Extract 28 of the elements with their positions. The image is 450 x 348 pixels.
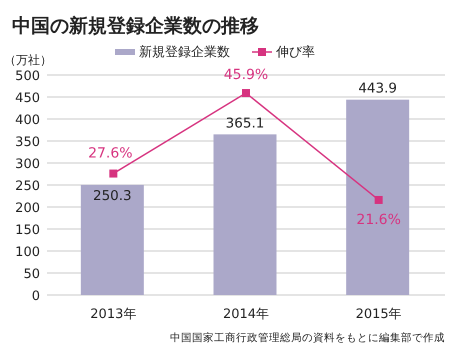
bar	[214, 134, 276, 295]
data-label: 250.3	[93, 188, 132, 204]
y-tick-label: 350	[15, 135, 40, 150]
data-label: 365.1	[226, 115, 264, 132]
y-tick-label: 250	[15, 179, 40, 194]
y-axis-title: （万社）	[4, 53, 52, 67]
y-tick-label: 0	[32, 289, 40, 304]
data-label: 27.6%	[88, 146, 133, 162]
bar	[80, 184, 144, 295]
y-tick-label: 500	[15, 69, 40, 84]
x-tick-label: 2015年	[356, 307, 402, 322]
y-tick-label: 300	[15, 157, 40, 172]
y-tick-label: 50	[23, 267, 40, 282]
y-tick-label: 100	[15, 245, 40, 260]
bar	[346, 100, 410, 295]
data-label: 45.9%	[224, 67, 268, 84]
x-tick-label: 2013年	[90, 307, 136, 322]
data-label: 21.6%	[356, 212, 401, 228]
y-tick-label: 150	[15, 223, 40, 238]
x-tick-label: 2014年	[222, 307, 270, 322]
y-tick-label: 200	[15, 201, 40, 216]
data-label: 443.9	[358, 80, 397, 97]
text: 中国国家工商行政管理総局の資料をもとに編集部で作成	[170, 331, 445, 344]
chart-title: 中国の新規登録企業数の推移	[12, 15, 259, 37]
legend-label: 新規登録企業数	[139, 45, 230, 60]
y-tick-label: 400	[15, 113, 40, 128]
legend-label: 伸び率	[275, 44, 315, 60]
y-tick-label: 450	[15, 91, 40, 106]
